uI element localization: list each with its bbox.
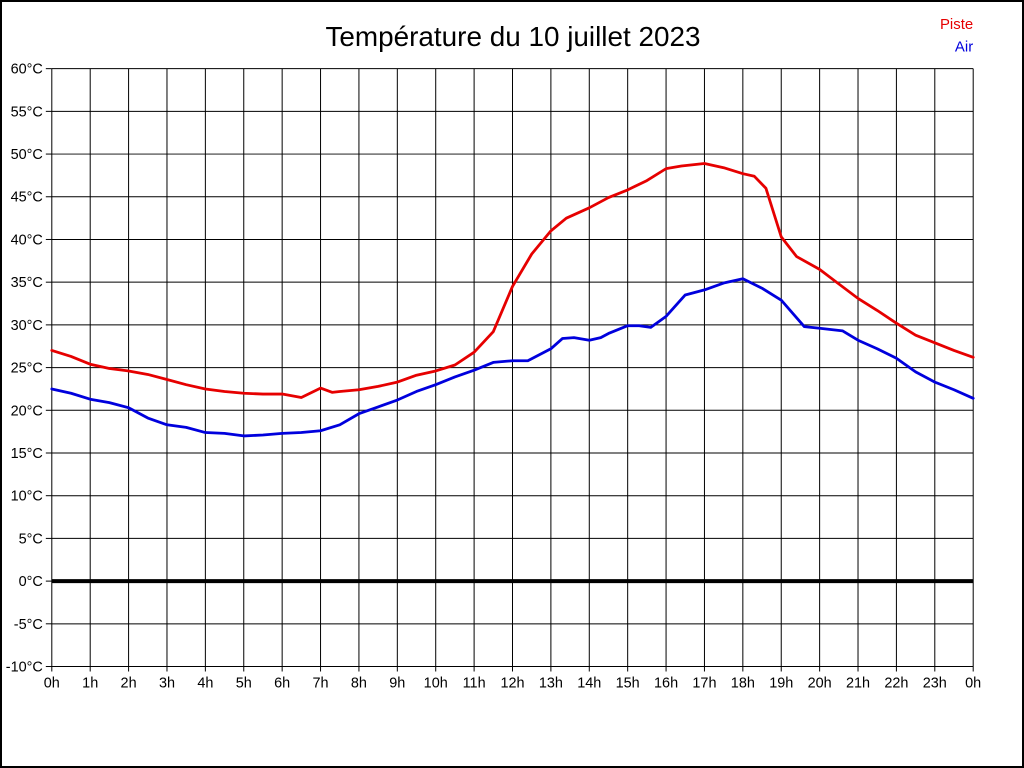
x-axis-label: 0h — [965, 675, 981, 691]
x-axis-label: 18h — [731, 675, 755, 691]
x-axis-label: 1h — [82, 675, 98, 691]
legend-label-air: Air — [955, 39, 973, 56]
chart-title: Température du 10 juillet 2023 — [325, 21, 700, 52]
plot-area: 60°C 55°C 50°C 45°C 40°C 35°C 30°C 25°C 20°C 15°C… — [6, 62, 981, 692]
y-axis-label: 45°C — [11, 190, 43, 206]
y-axis-label: 20°C — [11, 403, 43, 419]
y-axis-label: 50°C — [11, 147, 43, 163]
y-axis-label: -5°C — [14, 617, 43, 633]
x-axis-label: 12h — [500, 675, 524, 691]
x-axis-label: 11h — [463, 675, 486, 691]
legend-label-piste: Piste — [940, 16, 973, 33]
x-axis-label: 4h — [197, 675, 213, 691]
x-axis-label: 5h — [236, 675, 252, 691]
x-axis-label: 3h — [159, 675, 175, 691]
x-axis-label: 7h — [313, 675, 329, 691]
y-axis-label: 25°C — [11, 361, 43, 377]
y-axis-label: 40°C — [11, 232, 43, 248]
x-axis-label: 15h — [616, 675, 640, 691]
x-axis-label: 17h — [692, 675, 716, 691]
x-axis-label: 21h — [846, 675, 870, 691]
y-axis-label: 5°C — [19, 531, 43, 547]
y-axis-label: 10°C — [11, 489, 43, 505]
y-axis-label: 35°C — [11, 275, 43, 291]
x-axis-label: 10h — [424, 675, 448, 691]
x-axis-label: 22h — [884, 675, 908, 691]
y-axis-label: 55°C — [11, 104, 43, 120]
x-axis-label: 14h — [577, 675, 601, 691]
x-axis-label: 20h — [808, 675, 832, 691]
x-axis-label: 9h — [389, 675, 405, 691]
y-axis-label: 60°C — [11, 62, 43, 78]
series-line-piste — [50, 162, 975, 399]
y-axis-label: 30°C — [11, 318, 43, 334]
x-axis-label: 13h — [539, 675, 563, 691]
series-line-air — [50, 277, 975, 438]
x-axis-label: 0h — [44, 675, 60, 691]
x-axis-label: 2h — [121, 675, 137, 691]
y-axis-label: 15°C — [11, 446, 43, 462]
x-axis-label: 23h — [923, 675, 947, 691]
x-axis-label: 19h — [769, 675, 793, 691]
y-axis-label: -10°C — [6, 660, 43, 676]
x-axis-label: 16h — [654, 675, 678, 691]
x-axis-label: 6h — [274, 675, 290, 691]
y-axis-label: 0°C — [19, 574, 43, 590]
x-axis-label: 8h — [351, 675, 367, 691]
